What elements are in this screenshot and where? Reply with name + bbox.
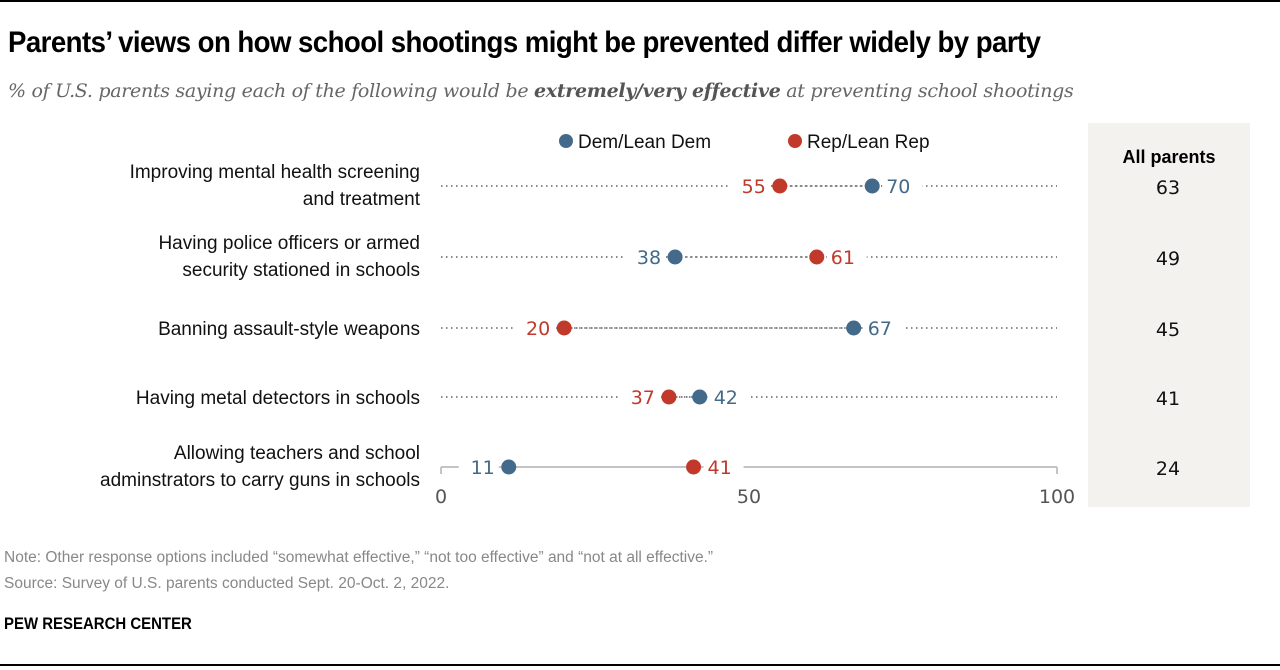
all-parents-value: 63	[1156, 177, 1180, 199]
chart-title: Parents’ views on how school shootings m…	[8, 26, 1041, 59]
label-gap	[709, 385, 750, 409]
label-gap	[514, 316, 555, 340]
value-label-rep: 41	[708, 457, 732, 479]
label-gap	[618, 385, 659, 409]
row-label: Allowing teachers and school adminstrator…	[100, 440, 420, 494]
subtitle-text: % of U.S. parents saying each of the fol…	[8, 80, 534, 102]
dot-rep	[809, 249, 825, 265]
bottom-rule	[0, 664, 1280, 666]
dot-rep	[686, 459, 702, 475]
x-tick-label: 100	[1039, 486, 1075, 508]
all-parents-header: All parents	[1122, 147, 1215, 167]
row-label-line: Allowing teachers and school	[173, 443, 420, 464]
value-label-dem: 67	[868, 318, 892, 340]
all-parents-value: 24	[1156, 458, 1180, 480]
dot-rep	[556, 320, 572, 336]
legend-marker-rep	[788, 134, 802, 148]
dot-dem	[692, 389, 708, 405]
row-label-line: Having police officers or armed	[158, 233, 420, 254]
source-text: Source: Survey of U.S. parents conducted…	[4, 575, 450, 592]
chart-subtitle: % of U.S. parents saying each of the fol…	[8, 80, 1074, 102]
label-gap	[826, 245, 867, 269]
legend-marker-dem	[559, 134, 573, 148]
value-label-rep: 61	[831, 247, 855, 269]
label-gap	[882, 174, 923, 198]
row-label: Improving mental health screening and tre…	[130, 159, 420, 213]
all-parents-panel	[1088, 123, 1250, 507]
label-gap	[458, 455, 499, 479]
brand-logo-text: PEW RESEARCH CENTER	[4, 614, 192, 633]
value-label-dem: 70	[886, 176, 910, 198]
row-label-line: security stationed in schools	[182, 260, 420, 281]
all-parents-value: 41	[1156, 388, 1180, 410]
label-gap	[625, 245, 666, 269]
dot-dem	[667, 249, 683, 265]
row-label-line: and treatment	[302, 189, 420, 210]
dot-dem	[864, 178, 880, 194]
row-label: Banning assault-style weapons	[158, 316, 420, 343]
x-tick-label: 0	[435, 486, 447, 508]
value-label-rep: 20	[526, 318, 550, 340]
dot-dem	[501, 459, 517, 475]
value-label-rep: 55	[742, 176, 766, 198]
label-gap	[729, 174, 770, 198]
top-rule	[0, 0, 1280, 2]
label-gap	[863, 316, 904, 340]
row-label: Having metal detectors in schools	[136, 385, 420, 412]
row-label-line: Banning assault-style weapons	[158, 318, 420, 340]
legend-label-dem: Dem/Lean Dem	[578, 132, 711, 153]
value-label-dem: 42	[714, 387, 738, 409]
dot-rep	[661, 389, 677, 405]
value-label-rep: 37	[631, 387, 655, 409]
dot-dem	[846, 320, 862, 336]
subtitle-text-end: at preventing school shootings	[780, 80, 1074, 102]
row-label: Having police officers or armed security …	[158, 230, 420, 284]
note-text: Note: Other response options included “s…	[4, 549, 714, 566]
row-label-line: Improving mental health screening	[129, 162, 420, 183]
row-label-line: Having metal detectors in schools	[135, 387, 420, 409]
value-label-dem: 38	[637, 247, 661, 269]
all-parents-value: 45	[1156, 319, 1180, 341]
subtitle-emphasis: extremely/very effective	[534, 80, 781, 102]
label-gap	[703, 455, 744, 479]
value-label-dem: 11	[471, 457, 495, 479]
all-parents-value: 49	[1156, 248, 1180, 270]
dot-rep	[772, 178, 788, 194]
x-tick-label: 50	[737, 486, 761, 508]
legend-label-rep: Rep/Lean Rep	[807, 132, 930, 153]
row-label-line: adminstrators to carry guns in schools	[100, 470, 420, 491]
